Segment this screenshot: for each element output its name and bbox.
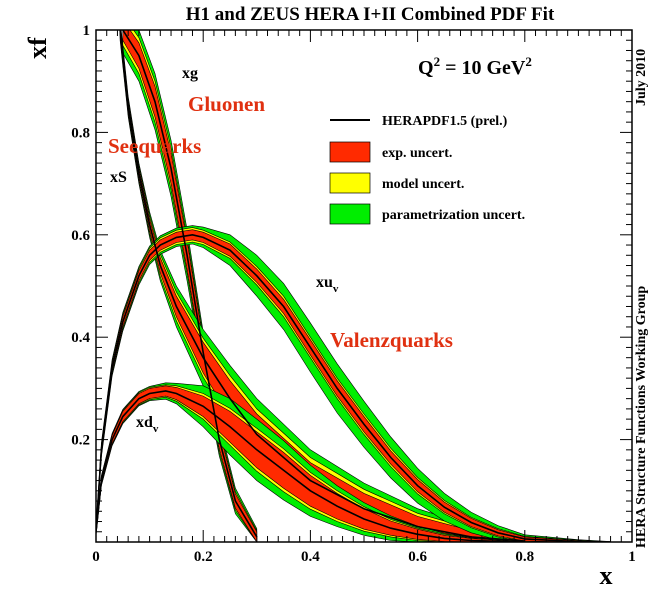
side-text-date: July 2010 [634, 49, 649, 106]
annotation-valenzquarks: Valenzquarks [330, 328, 453, 352]
annotation-seequarks: Seequarks [108, 134, 201, 158]
central-xd [96, 390, 525, 542]
curve-label-xs: xS [110, 169, 127, 186]
x-tick-label: 0.2 [194, 549, 213, 565]
legend: HERAPDF1.5 (prel.) exp. uncert. model un… [329, 114, 525, 225]
axis-ticks [95, 29, 633, 543]
x-axis-label: x [600, 561, 613, 590]
legend-box-exp [329, 141, 371, 163]
uncertainty-bands [96, 30, 611, 542]
central-xu [96, 233, 611, 542]
y-tick-label: 1 [83, 23, 91, 39]
y-tick-label: 0.4 [71, 330, 90, 346]
central-xS [119, 30, 525, 542]
legend-box-model [329, 172, 371, 194]
legend-label-param: parametrization uncert. [382, 208, 525, 223]
chart-title: H1 and ZEUS HERA I+II Combined PDF Fit [186, 4, 555, 25]
legend-label-model: model uncert. [382, 177, 464, 192]
x-tick-label: 1 [628, 549, 636, 565]
x-tick-label: 0 [92, 549, 100, 565]
central-xg [122, 30, 258, 538]
y-tick-label: 0.8 [71, 125, 90, 141]
y-axis-label: xf [23, 37, 52, 59]
x-tick-label: 0.8 [515, 549, 534, 565]
band-xg-exp [122, 30, 258, 542]
x-tick-label: 0.6 [408, 549, 427, 565]
scale-label: Q2 = 10 GeV2 [418, 54, 532, 79]
legend-box-param [329, 203, 371, 225]
curve-label-xuv: xuv [316, 274, 339, 295]
band-xS-model [119, 30, 526, 542]
legend-label-central: HERAPDF1.5 (prel.) [382, 114, 508, 129]
y-tick-label: 0.6 [71, 228, 90, 244]
band-xd-exp [96, 385, 525, 542]
legend-label-exp: exp. uncert. [382, 146, 452, 161]
x-tick-labels: 0 0.2 0.4 0.6 0.8 1 [92, 549, 636, 565]
side-text-group: HERA Structure Functions Working Group [634, 286, 649, 548]
x-tick-label: 0.4 [301, 549, 320, 565]
curve-label-xdv: xdv [136, 414, 159, 435]
curve-label-xg: xg [182, 65, 198, 82]
y-tick-labels: 0.2 0.4 0.6 0.8 1 [71, 23, 90, 449]
band-xd-param [96, 382, 526, 542]
central-curves [96, 30, 611, 542]
y-tick-label: 0.2 [71, 433, 90, 449]
annotation-gluonen: Gluonen [188, 92, 265, 116]
band-xS-exp [119, 30, 526, 542]
